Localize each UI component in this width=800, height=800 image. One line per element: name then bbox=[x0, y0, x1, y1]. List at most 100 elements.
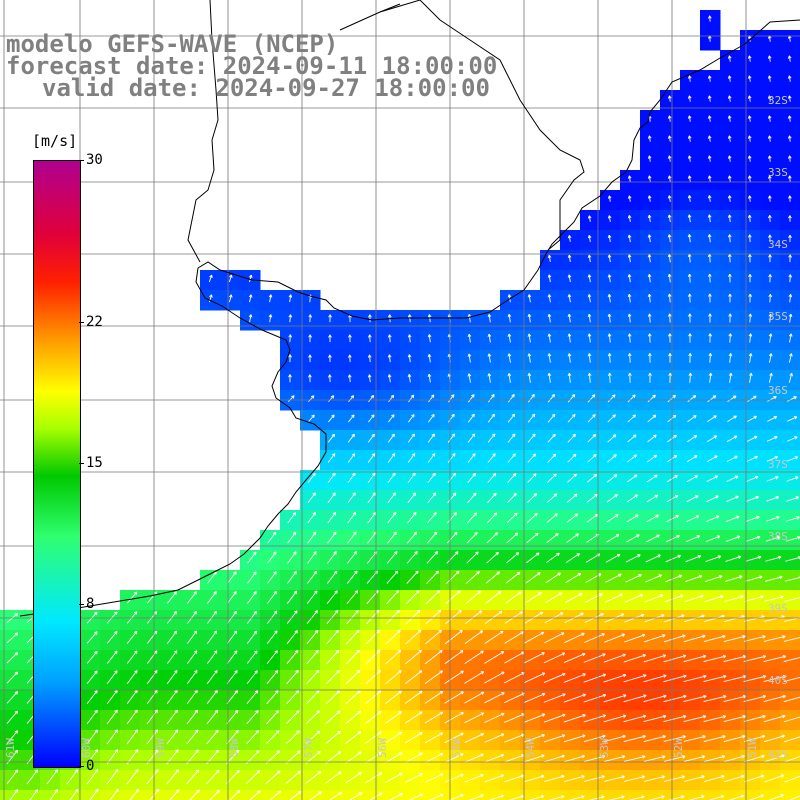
wind-arrow bbox=[543, 693, 566, 703]
wind-arrow bbox=[267, 531, 277, 544]
wind-arrow bbox=[307, 512, 317, 524]
wind-arrow bbox=[723, 714, 746, 722]
wind-arrow bbox=[728, 353, 733, 363]
wind-arrow bbox=[86, 709, 98, 725]
wind-arrow bbox=[226, 670, 238, 685]
wind-arrow bbox=[647, 195, 652, 202]
wind-arrow bbox=[683, 674, 707, 683]
wind-arrow bbox=[288, 354, 292, 363]
wind-arrow bbox=[648, 372, 652, 383]
wind-arrow bbox=[748, 333, 753, 343]
wind-arrow bbox=[226, 729, 239, 745]
wind-arrow bbox=[663, 674, 687, 683]
longitude-label: 52W bbox=[672, 738, 685, 758]
wind-arrow bbox=[527, 373, 532, 383]
wind-arrow bbox=[607, 394, 616, 403]
wind-arrow bbox=[763, 734, 786, 743]
wind-arrow bbox=[747, 234, 752, 243]
wind-arrow bbox=[544, 754, 565, 763]
wind-arrow bbox=[385, 649, 402, 665]
wind-arrow bbox=[186, 689, 198, 705]
wind-arrow bbox=[484, 651, 505, 664]
wind-arrow bbox=[387, 531, 397, 544]
wind-arrow bbox=[643, 634, 666, 643]
wind-arrow bbox=[707, 415, 717, 423]
latitude-label: 38S bbox=[768, 530, 788, 543]
wind-arrow bbox=[146, 650, 158, 664]
wind-arrow bbox=[743, 635, 766, 642]
wind-arrow bbox=[486, 532, 498, 544]
latitude-label: 40S bbox=[768, 674, 788, 687]
wind-arrow bbox=[427, 472, 436, 484]
wind-arrow bbox=[6, 769, 19, 785]
wind-arrow bbox=[307, 531, 317, 544]
wind-arrow bbox=[647, 274, 652, 283]
wind-arrow bbox=[327, 472, 336, 483]
wind-arrow bbox=[505, 571, 521, 584]
wind-arrow bbox=[387, 334, 392, 343]
wind-arrow bbox=[788, 294, 793, 303]
longitude-label: 51W bbox=[746, 738, 759, 758]
wind-arrow bbox=[288, 334, 293, 343]
wind-arrow bbox=[626, 534, 640, 543]
wind-arrow bbox=[46, 769, 59, 785]
wind-arrow bbox=[627, 293, 632, 303]
wind-arrow bbox=[286, 630, 298, 645]
wind-arrow bbox=[707, 395, 717, 403]
wind-arrow bbox=[506, 532, 519, 544]
wind-arrow bbox=[406, 551, 418, 564]
wind-arrow bbox=[544, 774, 565, 783]
wind-arrow bbox=[106, 650, 118, 664]
wind-arrow bbox=[246, 630, 258, 644]
wind-arrow bbox=[604, 775, 625, 782]
wind-arrow bbox=[206, 650, 218, 664]
wind-arrow bbox=[685, 554, 702, 563]
wind-arrow bbox=[427, 492, 437, 504]
wind-arrow bbox=[326, 609, 339, 625]
wind-arrow bbox=[186, 630, 198, 644]
wind-arrow bbox=[507, 433, 516, 443]
wind-arrow bbox=[186, 670, 198, 685]
wind-arrow bbox=[606, 474, 618, 483]
wind-arrow bbox=[467, 373, 472, 383]
wind-arrow bbox=[727, 254, 732, 263]
wind-arrow bbox=[727, 175, 732, 182]
wind-arrow bbox=[546, 533, 559, 543]
wind-arrow bbox=[347, 551, 357, 564]
wind-arrow bbox=[627, 175, 632, 182]
wind-arrow bbox=[368, 314, 372, 323]
wind-arrow bbox=[427, 413, 435, 423]
wind-arrow bbox=[703, 634, 726, 643]
wind-arrow bbox=[447, 472, 456, 483]
wind-arrow bbox=[389, 793, 403, 800]
wind-arrow bbox=[728, 293, 732, 303]
wind-arrow bbox=[464, 712, 485, 724]
forecast-date: forecast date: 2024-09-11 18:00:00 bbox=[6, 52, 498, 80]
wind-arrow bbox=[506, 552, 520, 564]
wind-arrow bbox=[387, 374, 392, 383]
wind-arrow bbox=[106, 631, 118, 644]
wind-arrow bbox=[567, 413, 576, 423]
wind-arrow bbox=[524, 733, 545, 743]
wind-arrow bbox=[543, 652, 566, 664]
wind-arrow bbox=[309, 791, 322, 800]
colorbar-tick-mark bbox=[79, 766, 84, 767]
wind-arrow bbox=[703, 714, 727, 722]
wind-arrow bbox=[548, 795, 565, 800]
wind-cell bbox=[500, 790, 521, 800]
wind-arrow bbox=[748, 274, 752, 283]
wind-arrow bbox=[247, 571, 257, 584]
wind-arrow bbox=[665, 554, 681, 563]
wind-arrow bbox=[747, 175, 752, 182]
wind-arrow bbox=[684, 614, 705, 623]
wind-arrow bbox=[703, 735, 726, 742]
wind-arrow bbox=[787, 115, 792, 122]
wind-arrow bbox=[705, 575, 723, 582]
wind-arrow bbox=[684, 775, 705, 782]
wind-arrow bbox=[126, 670, 138, 685]
wind-arrow bbox=[728, 794, 745, 800]
wind-arrow bbox=[126, 611, 138, 624]
wind-arrow bbox=[545, 592, 563, 604]
wind-arrow bbox=[327, 374, 332, 383]
wind-arrow bbox=[765, 555, 782, 562]
